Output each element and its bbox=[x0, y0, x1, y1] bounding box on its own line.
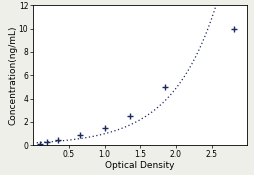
X-axis label: Optical Density: Optical Density bbox=[105, 160, 174, 170]
Y-axis label: Concentration(ng/mL): Concentration(ng/mL) bbox=[8, 26, 17, 125]
